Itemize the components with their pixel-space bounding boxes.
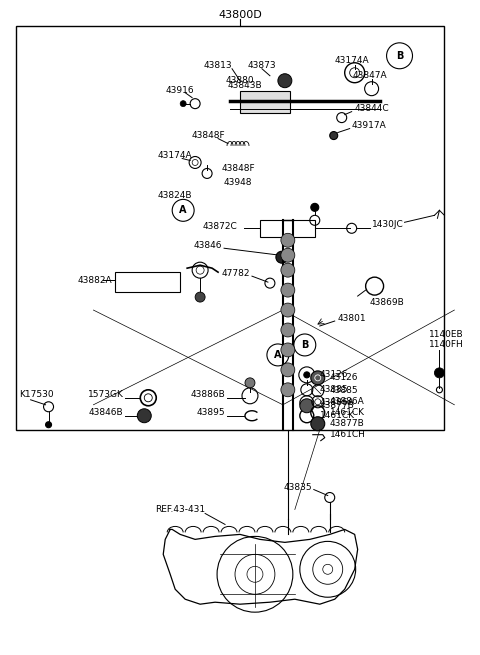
Circle shape [281, 283, 295, 297]
Text: 43869B: 43869B [370, 297, 404, 307]
Text: 43800D: 43800D [218, 10, 262, 20]
Text: 43843B: 43843B [228, 81, 262, 90]
Text: 43844C: 43844C [355, 104, 389, 113]
Circle shape [434, 368, 444, 378]
Text: 47782: 47782 [221, 269, 250, 278]
Text: 1140EB: 1140EB [430, 331, 464, 339]
Text: 43916: 43916 [166, 86, 194, 95]
Text: A: A [274, 350, 282, 360]
Text: 43126: 43126 [330, 373, 358, 383]
Text: 1573GK: 1573GK [87, 390, 123, 400]
Circle shape [304, 372, 310, 378]
Text: 43835: 43835 [283, 483, 312, 492]
Text: 43882A: 43882A [78, 276, 112, 285]
Circle shape [311, 203, 319, 212]
Text: 43880: 43880 [226, 76, 254, 85]
Text: 43886A: 43886A [320, 398, 355, 407]
Circle shape [195, 292, 205, 302]
Bar [260, 220, 315, 237]
Circle shape [281, 363, 295, 377]
Text: REF.43-431: REF.43-431 [155, 505, 205, 514]
Circle shape [278, 74, 292, 88]
Text: 43813: 43813 [204, 62, 232, 70]
Text: K17530: K17530 [19, 390, 53, 400]
Text: 43846B: 43846B [89, 408, 123, 417]
Text: 43886B: 43886B [190, 390, 225, 400]
Text: 43174A: 43174A [158, 151, 192, 160]
Text: 1461CK: 1461CK [320, 411, 355, 421]
Text: 1140FH: 1140FH [430, 341, 464, 350]
Circle shape [311, 371, 325, 385]
Text: 43174A: 43174A [335, 56, 369, 66]
Text: 43948: 43948 [224, 178, 252, 187]
Text: 43885: 43885 [320, 385, 348, 394]
Circle shape [245, 378, 255, 388]
Text: 43895: 43895 [196, 408, 225, 417]
Text: 1461CK: 1461CK [330, 408, 365, 417]
Text: 43873: 43873 [248, 62, 276, 70]
Circle shape [330, 132, 338, 140]
Bar [115, 272, 180, 292]
Text: 43846: 43846 [193, 241, 222, 250]
Text: 43885: 43885 [330, 386, 359, 396]
Circle shape [276, 252, 288, 263]
Text: 43848F: 43848F [192, 131, 225, 140]
Text: A: A [180, 205, 187, 215]
Circle shape [281, 263, 295, 277]
Circle shape [137, 409, 151, 422]
Circle shape [300, 399, 314, 413]
Text: 43872C: 43872C [202, 222, 237, 231]
Text: 1430JC: 1430JC [372, 220, 403, 229]
Text: 43877B: 43877B [320, 402, 355, 410]
Text: 1461CH: 1461CH [330, 430, 366, 440]
Circle shape [281, 343, 295, 357]
Bar [16, 26, 444, 430]
Circle shape [281, 303, 295, 317]
Text: 43847A: 43847A [352, 71, 387, 80]
Circle shape [281, 233, 295, 247]
Text: 43886A: 43886A [330, 398, 364, 406]
Circle shape [46, 422, 51, 428]
Text: 43877B: 43877B [330, 419, 364, 428]
Text: B: B [301, 340, 309, 350]
Circle shape [180, 101, 186, 107]
Circle shape [281, 323, 295, 337]
Circle shape [311, 417, 325, 431]
Bar [240, 90, 290, 113]
Text: 43801: 43801 [338, 314, 366, 322]
Text: 43126: 43126 [320, 370, 348, 379]
Text: 43824B: 43824B [158, 191, 192, 200]
Text: 43848F: 43848F [221, 164, 255, 173]
Text: B: B [396, 51, 403, 61]
Text: 43917A: 43917A [352, 121, 386, 130]
Circle shape [281, 248, 295, 262]
Polygon shape [163, 529, 358, 604]
Circle shape [281, 383, 295, 397]
